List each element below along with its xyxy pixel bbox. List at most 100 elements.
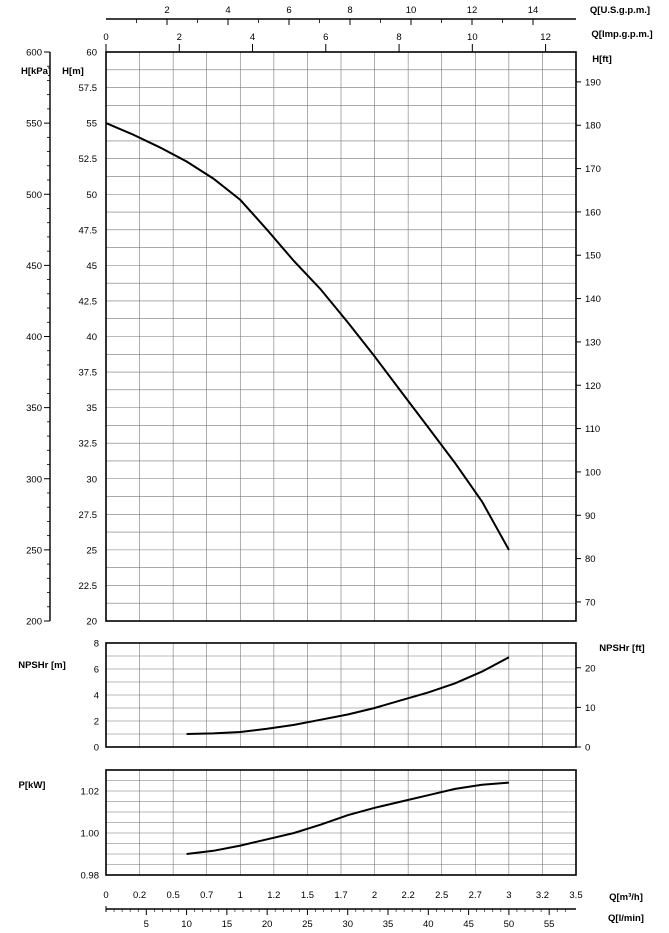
- x-tick-label-m3h: 3.5: [569, 890, 582, 901]
- y-tick-label-h-kpa: 300: [26, 474, 42, 485]
- y-tick-label-npsh-m: 4: [94, 691, 99, 702]
- y-tick-label-power: 1.02: [81, 787, 100, 798]
- x-tick-label-lmin: 35: [383, 919, 394, 930]
- x-axis-label-m3h: Q[m³/h]: [609, 892, 643, 903]
- x-tick-label-m3h: 1.2: [267, 890, 280, 901]
- x-tick-label-m3h: 0.2: [133, 890, 146, 901]
- y-tick-label-h-m: 20: [86, 617, 97, 628]
- y-tick-label-h-m: 45: [86, 261, 97, 272]
- y-tick-label-npsh-m: 8: [94, 639, 99, 650]
- y-tick-label-h-m: 42.5: [79, 296, 98, 307]
- y-axis-label-ft: H[ft]: [592, 54, 612, 65]
- y-tick-label-npsh-ft: 20: [585, 663, 596, 674]
- y-tick-label-h-ft: 80: [585, 554, 596, 565]
- x-tick-label-lmin: 10: [181, 919, 192, 930]
- y-tick-label-h-m: 37.5: [79, 368, 98, 379]
- y-tick-label-h-m: 55: [86, 119, 97, 130]
- y-tick-label-h-kpa: 250: [26, 545, 42, 556]
- y-tick-label-h-m: 30: [86, 474, 97, 485]
- x-axis-label-impgpm: Q[Imp.g.p.m.]: [591, 29, 652, 40]
- x-tick-label-usgpm: 8: [347, 5, 352, 16]
- x-tick-label-m3h: 1.7: [334, 890, 347, 901]
- y-tick-label-npsh-ft: 10: [585, 703, 596, 714]
- y-tick-label-h-ft: 160: [585, 207, 601, 218]
- y-tick-label-h-kpa: 450: [26, 261, 42, 272]
- y-tick-label-h-kpa: 500: [26, 190, 42, 201]
- y-tick-label-power: 1.00: [81, 829, 100, 840]
- y-tick-label-h-ft: 130: [585, 337, 601, 348]
- x-tick-label-lmin: 45: [463, 919, 474, 930]
- y-tick-label-h-m: 47.5: [79, 225, 98, 236]
- x-tick-label-m3h: 0.7: [200, 890, 213, 901]
- y-tick-label-h-ft: 140: [585, 294, 601, 305]
- x-tick-label-lmin: 55: [544, 919, 555, 930]
- y-tick-label-h-ft: 110: [585, 424, 600, 435]
- x-tick-label-usgpm: 14: [528, 5, 539, 16]
- y-tick-label-h-ft: 70: [585, 597, 596, 608]
- x-tick-label-impgpm: 12: [540, 32, 551, 43]
- x-tick-label-lmin: 40: [423, 919, 434, 930]
- y-tick-label-h-m: 52.5: [79, 154, 98, 165]
- x-tick-label-lmin: 5: [144, 919, 149, 930]
- y-tick-label-h-m: 40: [86, 332, 97, 343]
- x-tick-label-m3h: 2.7: [469, 890, 482, 901]
- npsh-frame: [105, 642, 577, 748]
- y-tick-label-h-ft: 100: [585, 467, 601, 478]
- y-axis-label-m: H[m]: [62, 66, 84, 77]
- y-axis-label-npsh-ft: NPSHr [ft]: [599, 643, 644, 654]
- x-tick-label-m3h: 0: [103, 890, 108, 901]
- y-axis-label-power: P[kW]: [19, 780, 46, 791]
- y-tick-label-npsh-m: 6: [94, 665, 99, 676]
- x-tick-label-m3h: 3.2: [536, 890, 549, 901]
- x-tick-label-lmin: 15: [222, 919, 233, 930]
- y-tick-label-h-m: 60: [86, 48, 97, 59]
- power-curve: [186, 781, 509, 855]
- x-tick-label-lmin: 30: [342, 919, 353, 930]
- y-tick-label-h-ft: 90: [585, 511, 596, 522]
- y-tick-label-h-ft: 180: [585, 121, 601, 132]
- x-tick-label-m3h: 1: [238, 890, 243, 901]
- y-tick-label-h-m: 25: [86, 545, 97, 556]
- y-tick-label-h-m: 57.5: [79, 83, 98, 94]
- x-tick-label-lmin: 50: [504, 919, 515, 930]
- x-tick-label-m3h: 2: [372, 890, 377, 901]
- y-tick-label-h-m: 22.5: [79, 581, 98, 592]
- y-tick-label-h-ft: 120: [585, 381, 601, 392]
- x-tick-label-impgpm: 0: [103, 32, 108, 43]
- x-tick-label-usgpm: 10: [406, 5, 417, 16]
- x-tick-label-lmin: 20: [262, 919, 273, 930]
- head-curve: [105, 122, 510, 551]
- head-frame: [105, 51, 577, 622]
- power-frame: [105, 769, 577, 876]
- x-axis-label-lmin: Q[l/min]: [608, 913, 644, 924]
- y-tick-label-npsh-ft: 0: [585, 743, 590, 754]
- x-tick-label-usgpm: 12: [467, 5, 478, 16]
- y-tick-label-h-kpa: 600: [26, 48, 42, 59]
- y-tick-label-h-kpa: 200: [26, 617, 42, 628]
- y-tick-label-h-m: 27.5: [79, 510, 98, 521]
- x-tick-label-m3h: 2.5: [435, 890, 448, 901]
- x-tick-label-m3h: 1.5: [301, 890, 314, 901]
- x-tick-label-m3h: 0.5: [167, 890, 180, 901]
- y-tick-label-npsh-m: 2: [94, 717, 99, 728]
- y-tick-label-h-kpa: 350: [26, 403, 42, 414]
- y-tick-label-h-kpa: 550: [26, 119, 42, 130]
- x-tick-label-impgpm: 2: [177, 32, 182, 43]
- y-tick-label-npsh-m: 0: [94, 743, 99, 754]
- x-tick-label-usgpm: 2: [164, 5, 169, 16]
- x-tick-label-m3h: 2.2: [402, 890, 415, 901]
- x-tick-label-m3h: 3: [506, 890, 511, 901]
- y-tick-label-power: 0.98: [81, 871, 100, 882]
- x-tick-label-usgpm: 6: [286, 5, 291, 16]
- y-tick-label-h-m: 32.5: [79, 439, 98, 450]
- y-tick-label-h-kpa: 400: [26, 332, 42, 343]
- y-axis-label-kpa: H[kPa]: [21, 66, 51, 77]
- x-tick-label-lmin: 25: [302, 919, 313, 930]
- x-tick-label-impgpm: 6: [323, 32, 328, 43]
- x-tick-label-impgpm: 4: [250, 32, 255, 43]
- x-tick-label-impgpm: 8: [396, 32, 401, 43]
- x-tick-label-impgpm: 10: [467, 32, 478, 43]
- x-axis-label-usgpm: Q[U.S.g.p.m.]: [590, 5, 650, 16]
- y-tick-label-h-ft: 170: [585, 164, 601, 175]
